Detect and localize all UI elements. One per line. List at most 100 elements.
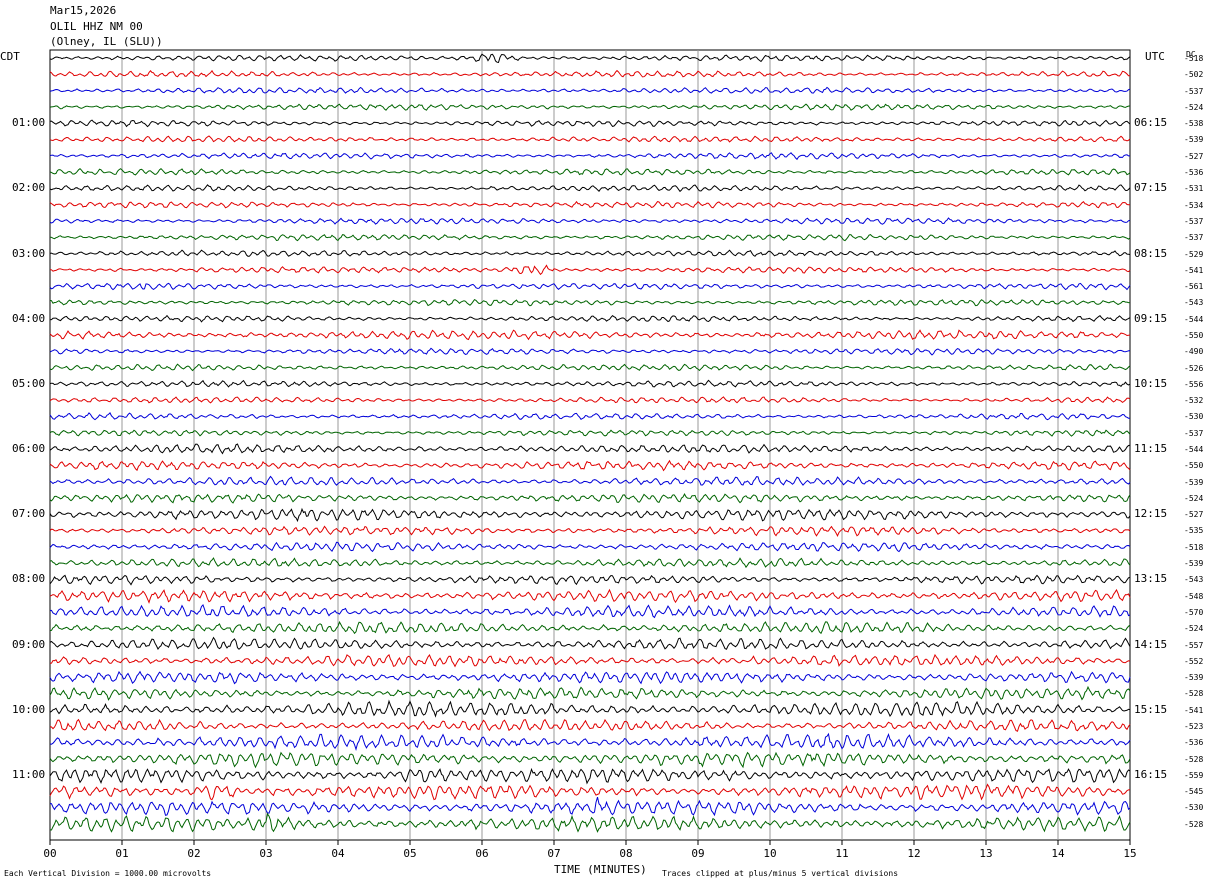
right-hour-label: 12:15	[1134, 507, 1168, 521]
scale-note: Each Vertical Division = 1000.00 microvo…	[4, 869, 212, 878]
trace-line	[49, 234, 1131, 242]
right-hour-label: 09:15	[1134, 311, 1168, 325]
dc-offset-label: -536	[1184, 168, 1204, 178]
dc-offset-label: -544	[1184, 314, 1204, 324]
dc-offset-label: -528	[1184, 754, 1204, 764]
right-hour-label: 07:15	[1134, 181, 1168, 195]
dc-offset-label: -527	[1184, 510, 1204, 520]
dc-offset-label: -537	[1184, 428, 1204, 438]
dc-offset-label: -523	[1184, 721, 1204, 731]
trace-line	[49, 751, 1131, 769]
x-tick-label: 03	[259, 847, 272, 860]
location-label: (Olney, IL (SLU))	[50, 35, 163, 48]
trace-line	[49, 396, 1131, 404]
right-hour-label: 14:15	[1134, 637, 1168, 651]
right-timezone-label: UTC	[1145, 50, 1165, 63]
trace-line	[49, 459, 1131, 472]
x-axis-ticks: 00 01 02 03 04 05 06 07 08 09 10 11 12 13 14 15	[43, 840, 1137, 860]
trace-line	[49, 493, 1131, 504]
left-hour-label: 03:00	[12, 246, 46, 260]
right-hour-label: 13:15	[1134, 572, 1168, 586]
left-hour-label: 10:00	[12, 702, 46, 716]
trace-line	[49, 429, 1131, 437]
dc-offset-label: -535	[1184, 526, 1204, 536]
dc-offset-label: -541	[1184, 265, 1204, 275]
trace-line	[49, 620, 1131, 635]
dc-offset-label: -536	[1184, 738, 1204, 748]
left-hour-label: 01:00	[12, 116, 46, 130]
trace-line	[49, 507, 1131, 523]
trace-line	[49, 103, 1131, 111]
dc-offset-label: -537	[1184, 216, 1204, 226]
trace-line	[49, 135, 1131, 143]
x-tick-label: 14	[1051, 847, 1065, 860]
dc-offset-label: -502	[1184, 70, 1204, 80]
trace-line	[49, 574, 1131, 586]
dc-offset-label: -527	[1184, 151, 1204, 161]
dc-offset-label: -539	[1184, 135, 1204, 145]
minute-gridlines	[121, 50, 1059, 840]
trace-line	[49, 475, 1131, 486]
trace-line	[49, 541, 1131, 553]
dc-offset-label: -539	[1184, 477, 1204, 487]
trace-line	[49, 53, 1131, 63]
x-tick-label: 02	[187, 847, 200, 860]
x-tick-label: 00	[43, 847, 56, 860]
x-axis-title: TIME (MINUTES)	[554, 863, 647, 876]
trace-line	[49, 329, 1131, 341]
trace-line	[49, 653, 1131, 668]
trace-line	[49, 363, 1131, 372]
left-hour-label: 08:00	[12, 572, 46, 586]
trace-line	[49, 443, 1131, 455]
dc-offset-label: -518	[1184, 54, 1204, 63]
dc-offset-label: -518	[1184, 542, 1204, 552]
left-hour-label: 04:00	[12, 311, 46, 325]
x-tick-label: 11	[835, 847, 848, 860]
dc-offset-label: -545	[1184, 787, 1204, 797]
left-hour-label: 05:00	[12, 376, 46, 390]
trace-line	[49, 379, 1131, 388]
x-tick-label: 15	[1123, 847, 1136, 860]
x-tick-label: 08	[619, 847, 632, 860]
dc-offset-label: -561	[1184, 282, 1204, 292]
x-tick-label: 12	[907, 847, 920, 860]
dc-offset-label: -541	[1184, 705, 1204, 715]
x-tick-label: 06	[475, 847, 488, 860]
x-tick-label: 09	[691, 847, 704, 860]
dc-offset-label: -532	[1184, 396, 1204, 406]
left-hour-label: 06:00	[12, 442, 46, 455]
x-tick-label: 13	[979, 847, 992, 860]
dc-offset-label: -550	[1184, 330, 1204, 340]
right-hour-label: 11:15	[1134, 442, 1168, 455]
trace-line	[49, 314, 1131, 323]
trace-line	[49, 525, 1131, 537]
dc-offset-label: -530	[1184, 803, 1204, 813]
x-tick-label: 07	[547, 847, 560, 860]
dc-header-label: DC	[1186, 50, 1196, 59]
clip-note: Traces clipped at plus/minus 5 vertical …	[662, 869, 899, 878]
trace-line	[49, 184, 1131, 193]
dc-offset-label: -556	[1184, 379, 1204, 389]
left-hour-label: 02:00	[12, 181, 46, 195]
x-tick-label: 05	[403, 847, 416, 860]
dc-offset-label: -534	[1184, 200, 1204, 210]
dc-offset-label: -537	[1184, 86, 1204, 96]
trace-line	[49, 152, 1130, 161]
dc-offset-label: -526	[1184, 363, 1204, 373]
trace-line	[49, 699, 1131, 718]
trace-line	[49, 718, 1131, 732]
dc-offset-label: -552	[1184, 656, 1204, 666]
dc-offset-label: -530	[1184, 412, 1204, 422]
dc-offset-label: -539	[1184, 559, 1204, 569]
dc-offset-label: -538	[1184, 119, 1204, 129]
trace-line	[49, 796, 1131, 817]
trace-line	[49, 168, 1131, 176]
x-tick-label: 04	[331, 847, 345, 860]
dc-offset-label: -544	[1184, 445, 1204, 454]
dc-offset-label: -559	[1184, 770, 1204, 780]
trace-line	[49, 732, 1131, 751]
dc-offset-label: -524	[1184, 493, 1204, 503]
trace-line	[49, 412, 1131, 421]
dc-offset-label: -570	[1184, 607, 1204, 617]
